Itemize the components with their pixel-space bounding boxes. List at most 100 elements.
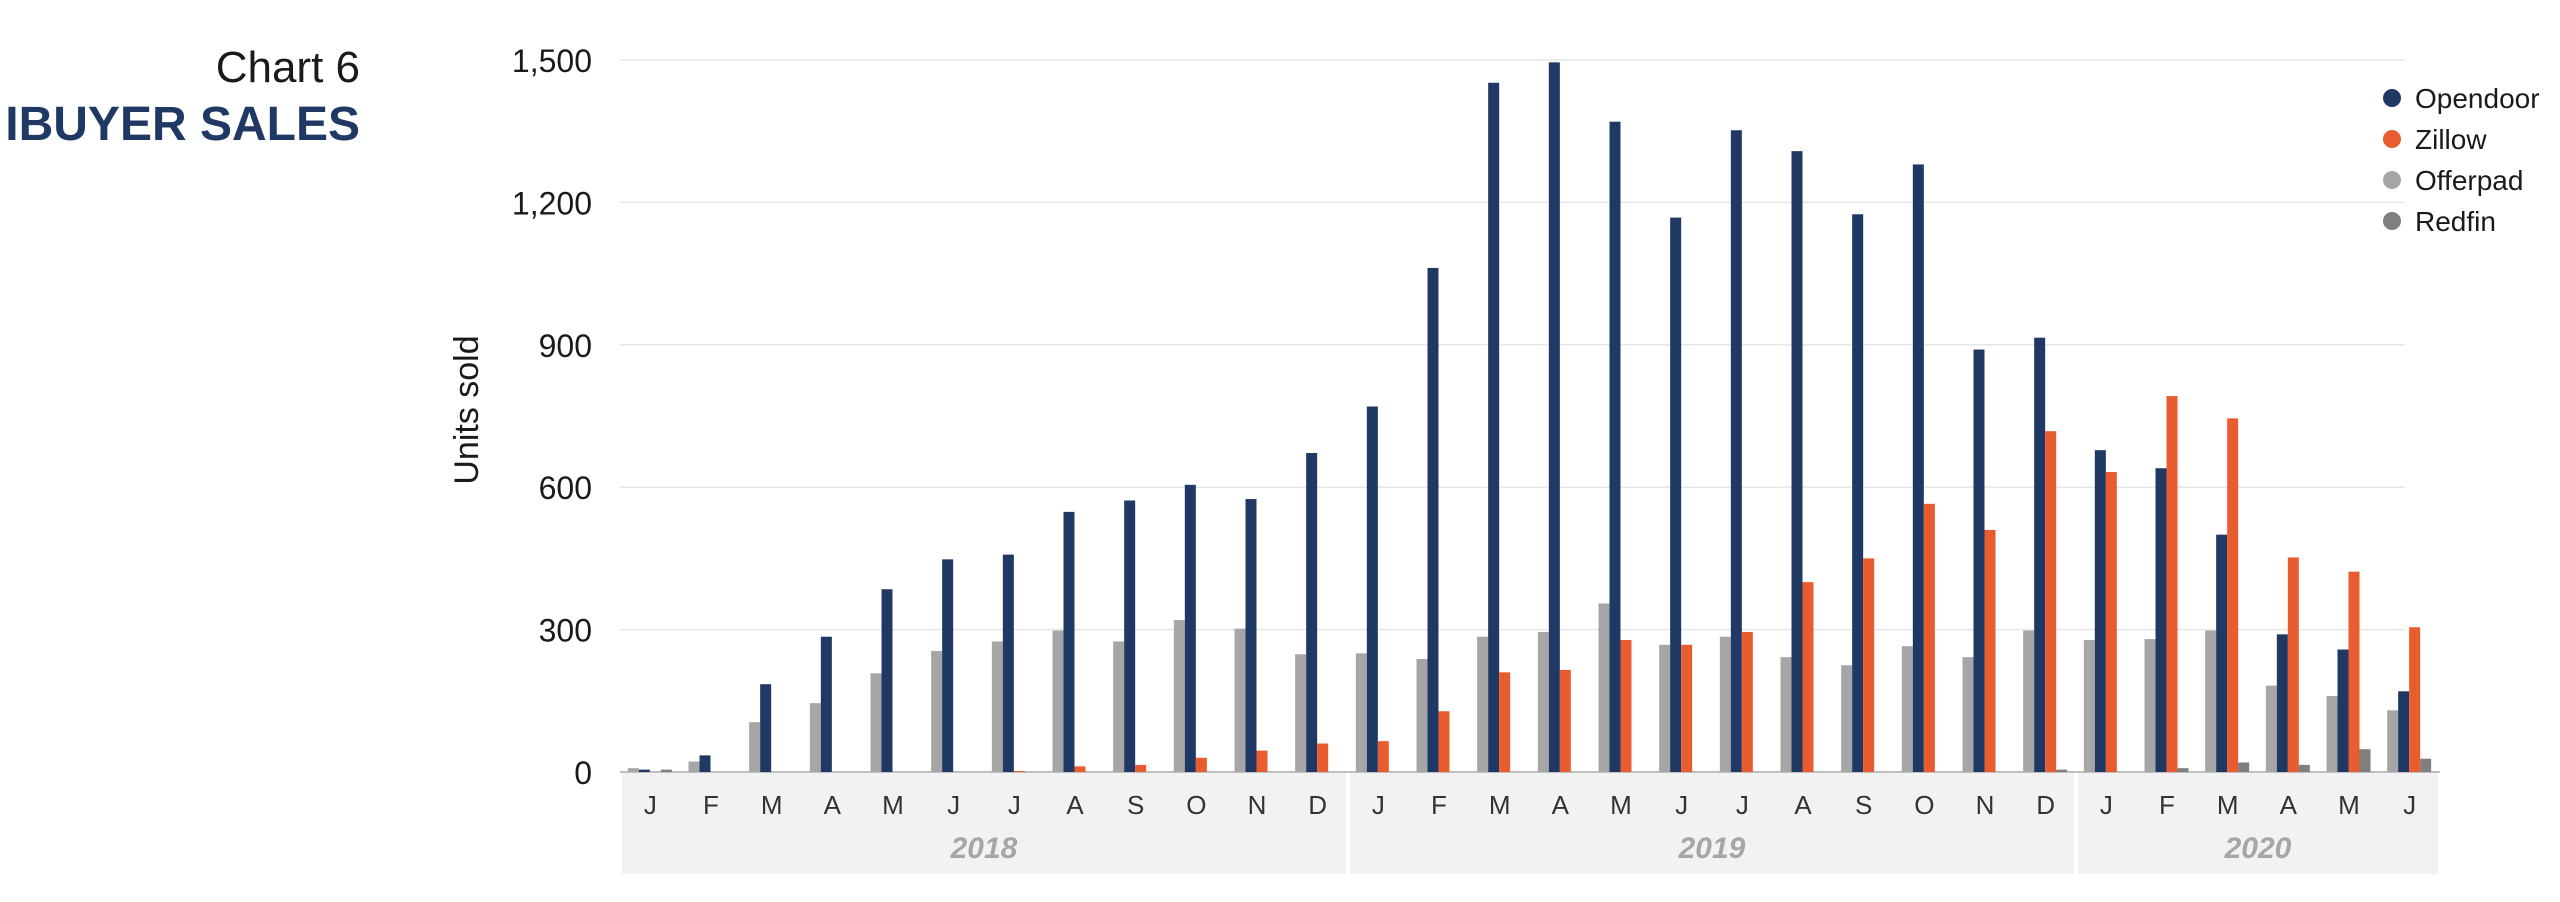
x-tick-label: O [1914,790,1934,820]
bar-opendoor [881,589,893,772]
bar-offerpad [931,650,943,772]
y-tick-label: 600 [539,470,592,506]
bar-offerpad [1780,657,1792,772]
bar-opendoor [699,755,711,772]
bar-redfin [2359,749,2371,772]
y-tick-label: 900 [539,328,592,364]
bar-offerpad [2326,696,2338,772]
bar-zillow [2409,627,2421,772]
year-band [2078,772,2438,874]
bar-opendoor [2034,337,2046,772]
bar-zillow [2348,571,2360,772]
bar-zillow [2045,431,2057,772]
bar-offerpad [1537,631,1549,772]
bar-opendoor [1063,511,1075,772]
bar-redfin [2238,762,2250,772]
bar-zillow [1377,741,1389,772]
bar-zillow [1681,644,1693,772]
bar-zillow [1863,558,1875,772]
bar-offerpad [1962,657,1974,772]
y-axis-title: Units sold [448,335,486,484]
bar-opendoor [1124,500,1136,772]
x-tick-label: J [644,790,657,820]
bar-offerpad [2205,630,2217,772]
y-tick-label: 0 [574,755,592,791]
year-label: 2018 [950,832,1018,865]
bar-opendoor [2094,450,2106,772]
bar-zillow [1074,766,1086,772]
x-tick-label: A [1066,790,1084,820]
bar-offerpad [991,641,1003,772]
bar-zillow [1802,582,1814,772]
bar-offerpad [2387,710,2399,772]
x-tick-label: M [2217,790,2239,820]
bar-offerpad [2144,639,2156,772]
legend: Opendoor Zillow Offerpad Redfin [2383,83,2540,237]
x-tick-label: O [1186,790,1206,820]
axes [620,771,2440,874]
x-tick-label: M [1489,790,1511,820]
bar-opendoor [1002,554,1014,772]
bar-offerpad [627,768,639,772]
bar-zillow [1438,711,1450,772]
year-band [1350,772,2074,874]
bar-opendoor [1427,267,1439,772]
bar-offerpad [1234,628,1246,772]
bar-zillow [2166,396,2178,772]
bar-opendoor [1852,214,1864,772]
bar-opendoor [2216,534,2228,772]
legend-marker-zillow [2383,130,2401,148]
bar-offerpad [1113,641,1125,772]
bar-redfin [2056,769,2068,772]
bar-opendoor [2276,634,2288,772]
bar-opendoor [638,769,650,772]
bar-offerpad [1477,636,1489,772]
x-tick-label: J [1675,790,1688,820]
legend-entry-offerpad: Offerpad [2415,165,2523,196]
bar-opendoor [1609,121,1621,772]
grid-lines [620,59,2405,631]
legend-entry-zillow: Zillow [2415,124,2487,155]
x-tick-label: F [1431,790,1447,820]
bar-zillow [1499,672,1511,772]
x-tick-label: M [1610,790,1632,820]
bar-opendoor [1670,217,1682,772]
x-tick-label: N [1248,790,1267,820]
legend-marker-opendoor [2383,89,2401,107]
bar-opendoor [1366,406,1378,772]
bar-redfin [660,769,672,772]
bar-offerpad [1841,665,1853,772]
bar-opendoor [820,636,832,772]
bar-zillow [2287,557,2299,772]
bar-redfin [2177,768,2189,772]
x-tick-label: J [2100,790,2113,820]
x-tick-label: J [1736,790,1749,820]
legend-entry-redfin: Redfin [2415,206,2496,237]
bar-opendoor [1306,453,1318,772]
bar-opendoor [1973,349,1985,772]
x-tick-label: M [2338,790,2360,820]
bar-zillow [1135,764,1147,772]
x-tick-label: J [1372,790,1385,820]
bar-zillow [1256,750,1268,772]
bar-offerpad [2083,640,2095,772]
bar-opendoor [1184,484,1196,772]
bar-offerpad [1173,620,1185,772]
legend-entry-opendoor: Opendoor [2415,83,2540,114]
bar-offerpad [1901,646,1913,772]
x-tick-label: D [1308,790,1327,820]
bar-opendoor [1791,151,1803,773]
bar-offerpad [1719,636,1731,772]
x-tick-label: J [947,790,960,820]
y-tick-label: 1,500 [512,43,592,79]
legend-marker-redfin [2383,212,2401,230]
x-tick-label: D [2036,790,2055,820]
bar-offerpad [1598,603,1610,772]
bar-zillow [1013,771,1025,772]
bar-offerpad [870,673,882,772]
bar-zillow [2227,418,2239,772]
bar-offerpad [1659,644,1671,772]
bar-opendoor [1245,499,1257,772]
bar-offerpad [1355,653,1367,772]
bar-offerpad [1416,659,1428,772]
